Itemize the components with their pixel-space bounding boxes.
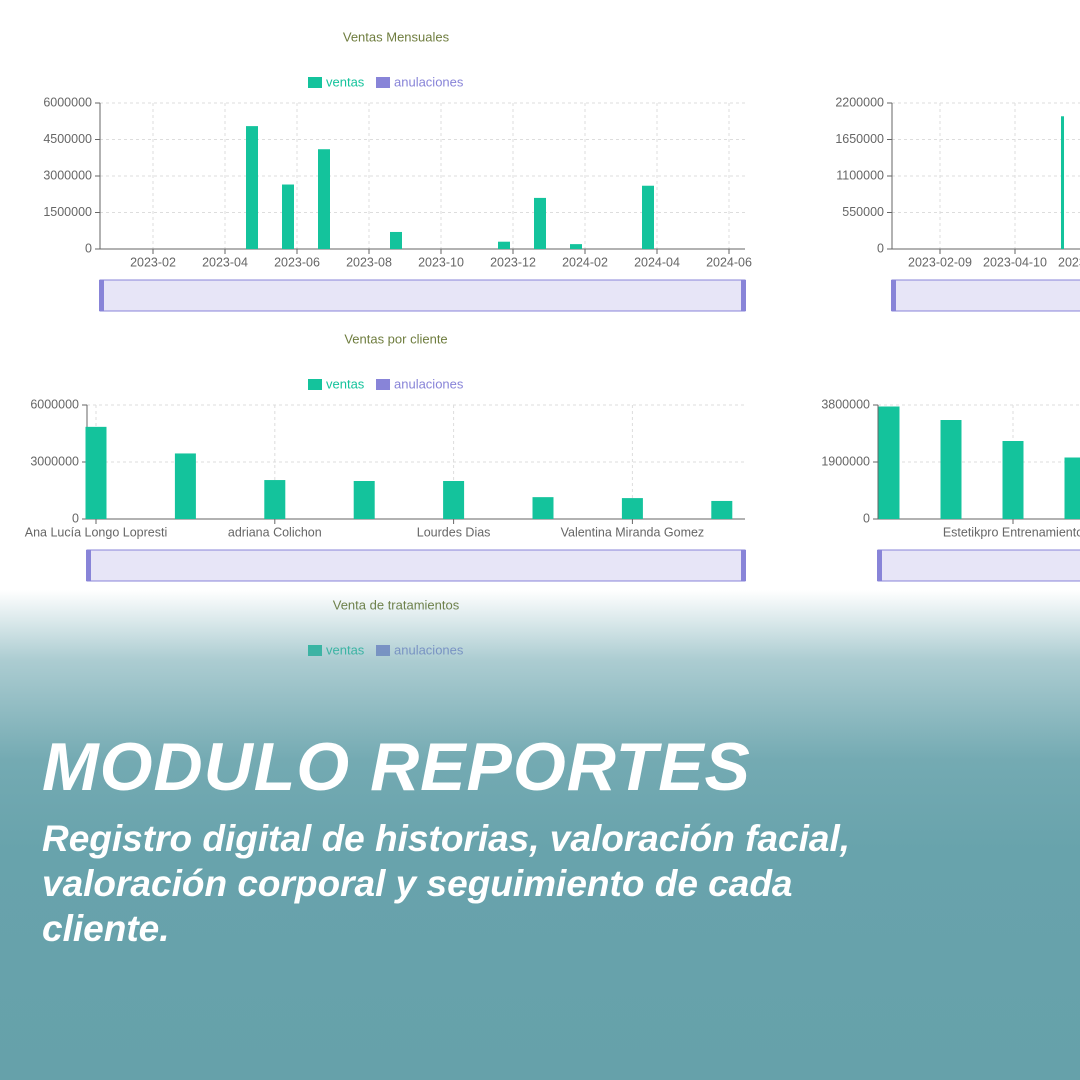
bar [940,420,962,519]
chart-title: Ventas por cliente [344,331,447,346]
bar [443,481,465,519]
x-tick-label: 2023-08 [346,255,392,269]
bar [621,498,643,519]
bar [282,184,294,249]
y-tick-label: 0 [863,511,870,525]
legend-swatch [376,77,390,88]
y-tick-label: 1650000 [835,132,884,146]
x-tick-label: 2024-04 [634,255,680,269]
brush-handle [99,280,104,311]
x-tick-label: 2023-04-10 [983,255,1047,269]
bar [878,406,900,519]
bar [264,480,286,519]
x-tick-label: 2023-06-09 [1058,255,1080,269]
brush-handle [86,550,91,581]
bar [353,481,375,519]
banner-subtitle: valoración corporal y seguimiento de cad… [42,863,793,904]
x-tick-label: 2023-04 [202,255,248,269]
bar [390,231,402,249]
bar [174,453,196,519]
chart-title: Ventas Mensuales [343,29,450,44]
x-tick-label: Estetikpro Entrenamiento [943,525,1080,539]
banner-overlay [0,590,1080,1080]
y-tick-label: 6000000 [43,95,92,109]
x-tick-label: 2023-02-09 [908,255,972,269]
x-tick-label: Lourdes Dias [417,525,491,539]
y-tick-label: 2200000 [835,95,884,109]
brush [86,549,746,582]
y-tick-label: 3000000 [30,454,79,468]
brush [99,279,746,312]
legend-swatch [308,379,322,390]
legend-label: anulaciones [394,376,464,391]
y-tick-label: 550000 [842,205,884,219]
x-tick-label: 2023-06 [274,255,320,269]
y-tick-label: 3800000 [821,397,870,411]
brush [877,549,1080,582]
bar [534,197,546,249]
y-tick-label: 1900000 [821,454,870,468]
y-tick-label: 1500000 [43,205,92,219]
y-tick-label: 3000000 [43,168,92,182]
bar [1061,116,1064,249]
x-tick-label: Valentina Miranda Gomez [561,525,705,539]
legend-label: anulaciones [394,74,464,89]
bar [642,185,654,249]
x-tick-label: 2024-02 [562,255,608,269]
legend-swatch [376,379,390,390]
bar [1002,441,1024,519]
bar [711,500,733,519]
bar [1064,457,1080,519]
y-tick-label: 4500000 [43,132,92,146]
legend-label: ventas [326,376,365,391]
banner-subtitle: cliente. [42,908,170,949]
y-tick-label: 6000000 [30,397,79,411]
y-tick-label: 0 [72,511,79,525]
brush-handle [741,280,746,311]
bar [532,497,554,519]
banner-subtitle: Registro digital de historias, valoració… [42,818,851,859]
y-tick-label: 0 [85,241,92,255]
y-tick-label: 1100000 [836,168,884,182]
legend-label: ventas [326,74,365,89]
bar [246,126,258,249]
brush [891,279,1080,312]
bar [570,244,582,249]
x-tick-label: Ana Lucía Longo Lopresti [25,525,167,539]
y-tick-label: 0 [877,241,884,255]
bar [498,241,510,249]
x-tick-label: adriana Colichon [228,525,322,539]
legend-swatch [308,77,322,88]
bar [318,149,330,249]
bar [85,426,107,519]
banner-title: MODULO REPORTES [42,729,751,805]
x-tick-label: 2023-02 [130,255,176,269]
x-tick-label: 2023-10 [418,255,464,269]
x-tick-label: 2023-12 [490,255,536,269]
brush-handle [741,550,746,581]
brush-handle [877,550,882,581]
brush-handle [891,280,896,311]
x-tick-label: 2024-06 [706,255,752,269]
